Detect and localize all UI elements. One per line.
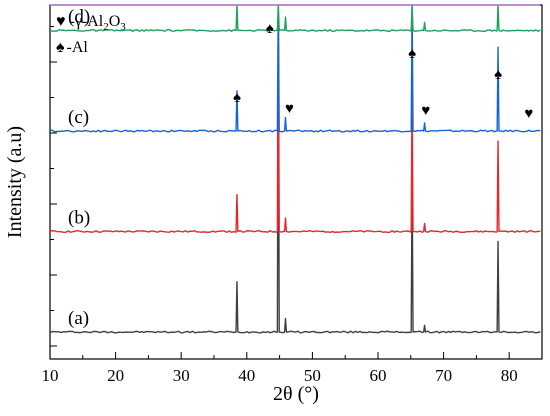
legend-subscript-2: 2 <box>103 21 109 33</box>
series-label-c: (c) <box>68 107 89 128</box>
spade-icon: ♠ <box>233 90 241 106</box>
series-line-c <box>49 4 541 133</box>
x-tick-label: 30 <box>173 366 190 385</box>
y-axis-label: Intensity (a.u) <box>4 126 26 238</box>
series-line-d <box>49 4 541 33</box>
x-axis-label: 2θ (°) <box>273 383 319 405</box>
peak-annotations: ♠ ♠ ♥ ♠ ♥ ♠ ♥ <box>233 21 533 122</box>
heart-icon: ♥ <box>524 106 533 122</box>
legend-entry-gamma-alumina: ♥ -γ-Al2O3 <box>56 13 126 33</box>
series-label-d: (d) <box>68 7 90 28</box>
legend: ♥ -γ-Al2O3 ♠ -Al <box>56 13 126 56</box>
x-tick-label: 20 <box>107 366 124 385</box>
x-tick-label: 50 <box>304 366 321 385</box>
x-tick-label: 40 <box>238 366 255 385</box>
heart-icon: ♥ <box>421 103 430 119</box>
spade-icon: ♠ <box>56 39 65 56</box>
y-ticks <box>50 26 57 347</box>
series-labels: (a)(b)(c)(d)(e) <box>68 7 90 330</box>
x-tick-label: 80 <box>501 366 518 385</box>
series-layer <box>49 4 541 334</box>
x-ticks: 10 20 30 40 50 60 70 80 <box>42 352 543 385</box>
heart-icon: ♥ <box>285 101 294 117</box>
x-tick-label: 10 <box>42 366 59 385</box>
spade-icon: ♠ <box>494 67 502 83</box>
legend-label-aluminum: -Al <box>67 39 89 56</box>
legend-subscript-3: 3 <box>120 21 126 33</box>
legend-entry-aluminum: ♠ -Al <box>56 39 88 56</box>
series-line-b <box>49 4 541 234</box>
heart-icon: ♥ <box>56 13 66 30</box>
series-line-a <box>49 4 541 334</box>
series-label-b: (b) <box>68 208 90 229</box>
legend-label-gamma-alumina: -γ-Al <box>70 13 104 30</box>
legend-label-o: O <box>109 13 121 30</box>
x-tick-label: 70 <box>435 366 452 385</box>
series-label-a: (a) <box>68 308 89 329</box>
spade-icon: ♠ <box>266 21 274 37</box>
plot-frame <box>49 4 543 360</box>
spade-icon: ♠ <box>408 46 416 62</box>
x-tick-label: 60 <box>370 366 387 385</box>
